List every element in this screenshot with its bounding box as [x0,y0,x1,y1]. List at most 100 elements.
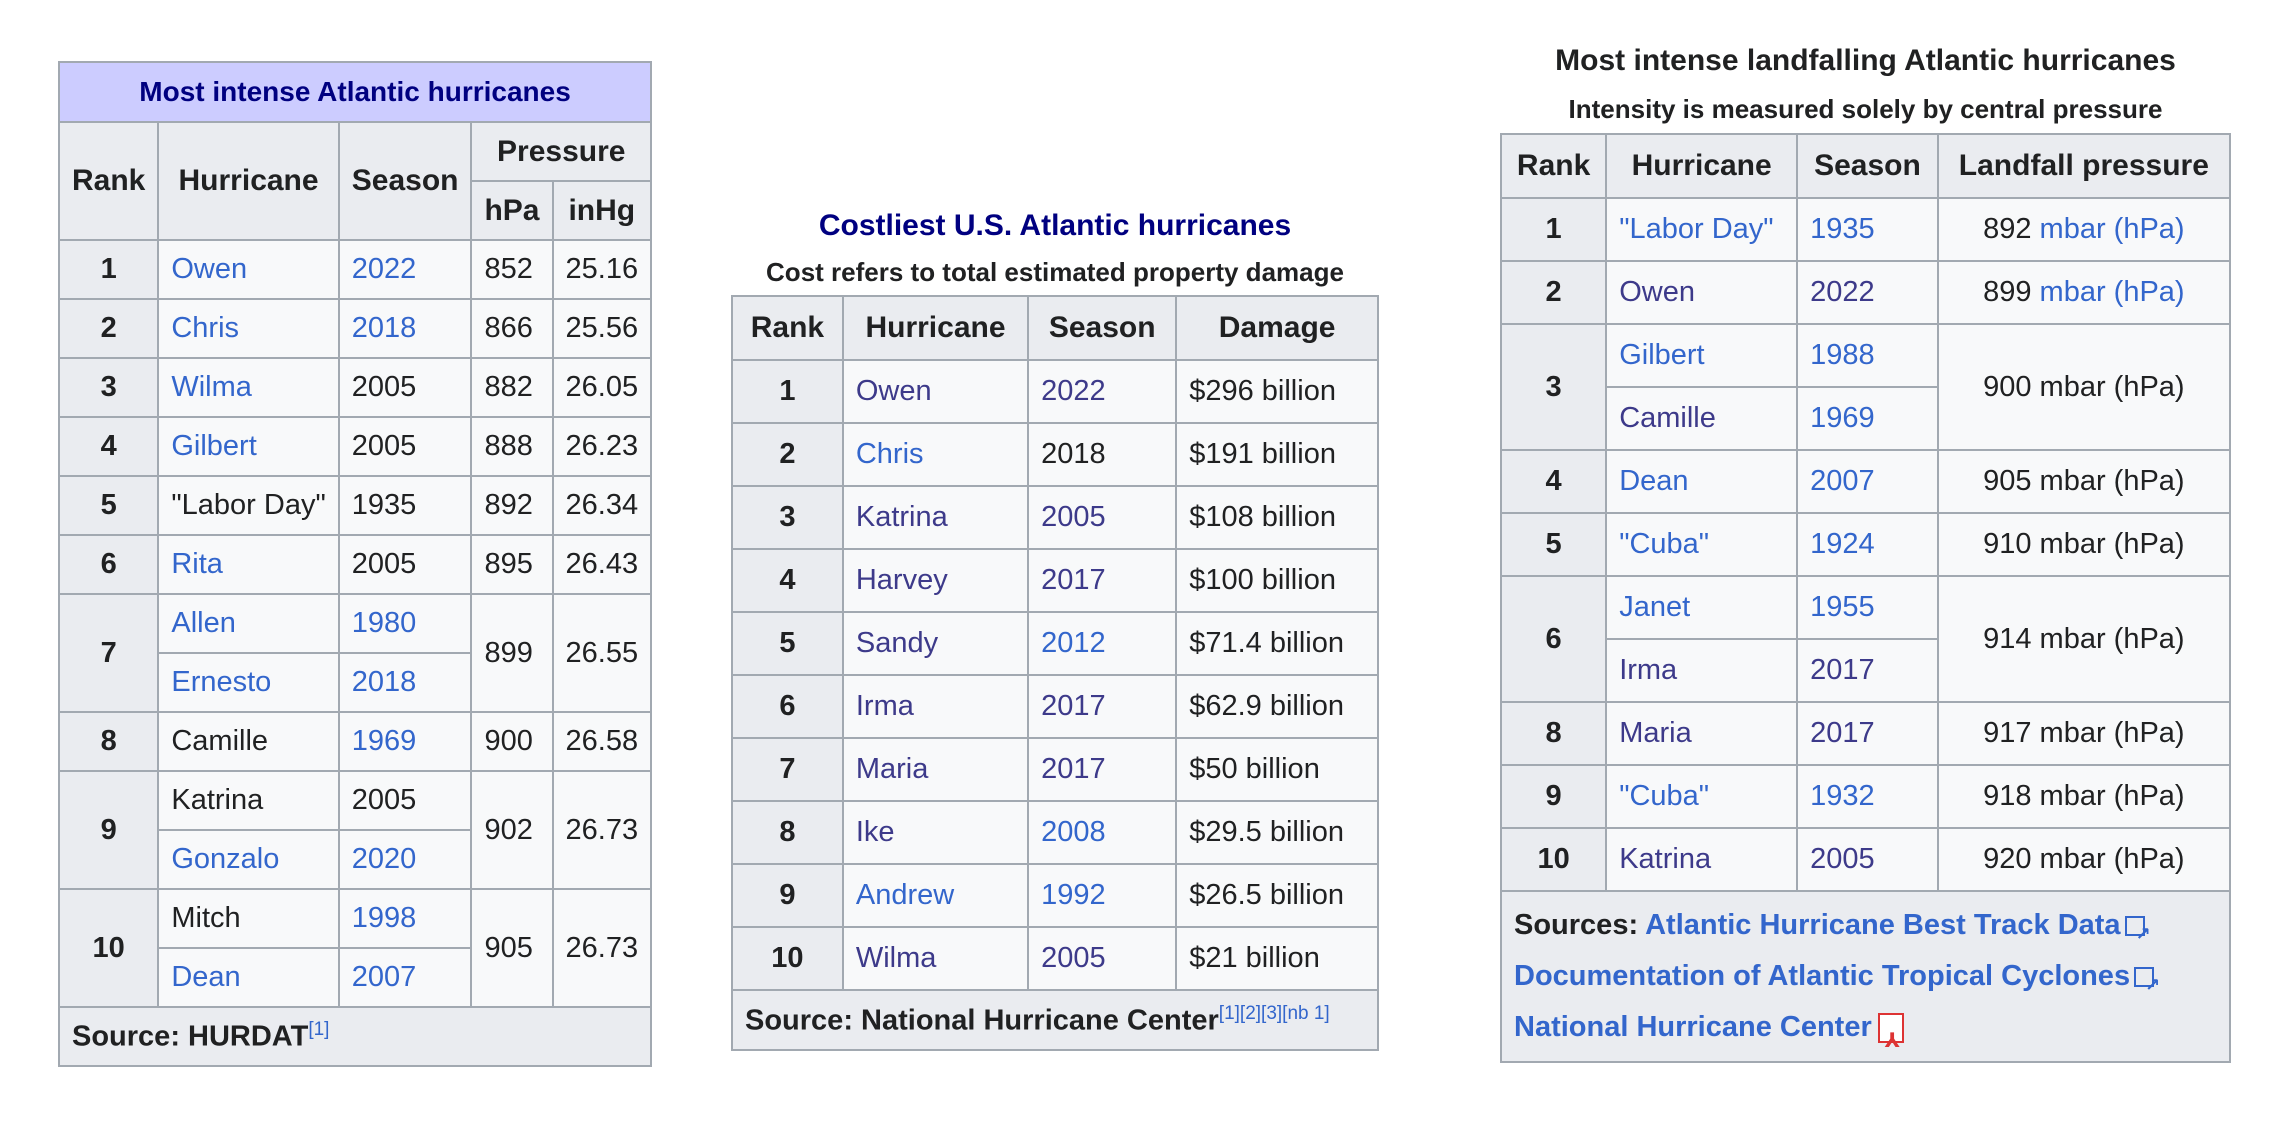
hurricane-name-link[interactable]: Mitch [171,902,241,934]
season-link[interactable]: 2022 [1041,375,1106,407]
season-link[interactable]: 2018 [351,666,417,698]
season-link[interactable]: 1955 [1810,591,1875,623]
hurricane-name-link[interactable]: Andrew [855,879,955,911]
hurricane-name-link[interactable]: Dean [1619,465,1689,497]
mbar-unit-link[interactable]: mbar [2039,213,2106,245]
inhg-cell: 26.73 [551,770,653,890]
season-link[interactable]: 2022 [351,253,417,285]
hurricane-name-link[interactable]: Gilbert [1619,339,1705,371]
hurricane-name-link[interactable]: Gilbert [171,430,257,462]
hpa-unit-link[interactable]: (hPa) [2113,528,2185,560]
season-link[interactable]: 1969 [351,725,417,757]
best-track-link[interactable]: Atlantic Hurricane Best Track Data [1645,909,2121,941]
hpa-unit-link[interactable]: (hPa) [2113,465,2185,497]
hurricane-name-link[interactable]: Harvey [855,564,948,596]
season-link[interactable]: 1992 [1041,879,1106,911]
mbar-unit-link[interactable]: mbar [2039,717,2106,749]
hurricane-name-link[interactable]: Ike [855,816,895,848]
season-cell: 2022 [1796,260,1939,325]
season-link[interactable]: 2005 [351,548,417,580]
table2-source-refs[interactable]: [1][2][3][nb 1] [1218,1002,1330,1024]
rank-cell: 10 [57,888,160,1008]
season-link[interactable]: 2012 [1041,627,1106,659]
season-link[interactable]: 1988 [1810,339,1875,371]
hurricane-name-link[interactable]: Katrina [855,501,948,533]
hurricane-name-link[interactable]: "Labor Day" [171,489,326,521]
season-link[interactable]: 1980 [351,607,417,639]
mbar-unit-link[interactable]: mbar [2039,370,2106,403]
hurricane-name-link[interactable]: Gonzalo [171,843,280,875]
inhg-cell: 26.73 [551,888,653,1008]
hurricane-name-link[interactable]: "Cuba" [1619,780,1710,812]
season-link[interactable]: 1924 [1810,528,1875,560]
pressure-value: 905 [1983,465,2032,497]
hpa-unit-link[interactable]: (hPa) [2113,780,2185,812]
season-link[interactable]: 2008 [1041,816,1106,848]
hurricane-name-link[interactable]: Ernesto [171,666,272,698]
hpa-unit-link[interactable]: (hPa) [2113,276,2185,308]
hurricane-name-link[interactable]: Dean [171,961,241,993]
season-link[interactable]: 2017 [1810,654,1875,686]
season-link[interactable]: 2005 [351,371,417,403]
hpa-unit-link[interactable]: (hPa) [2113,213,2185,245]
season-link[interactable]: 2018 [351,312,417,344]
hurricane-name-link[interactable]: Rita [171,548,223,580]
mbar-unit-link[interactable]: mbar [2039,780,2106,812]
mbar-unit-link[interactable]: mbar [2039,843,2106,875]
hurricane-name-link[interactable]: Chris [855,438,924,470]
hpa-unit-link[interactable]: (hPa) [2113,717,2185,749]
nhc-link[interactable]: National Hurricane Center [1514,1011,1872,1043]
season-cell: 2005 [1027,485,1178,550]
season-link[interactable]: 2005 [1041,942,1106,974]
hurricane-name-link[interactable]: "Labor Day" [1619,213,1774,245]
season-link[interactable]: 1935 [351,489,417,521]
table-row: 9 Katrina 2005 902 26.73 [57,770,653,890]
hurricane-name-link[interactable]: Maria [1619,717,1692,749]
mbar-unit-link[interactable]: mbar [2039,622,2106,655]
season-link[interactable]: 2017 [1810,717,1875,749]
season-link[interactable]: 2020 [351,843,417,875]
hurricane-name-link[interactable]: Allen [171,607,236,639]
hurricane-name-link[interactable]: Maria [855,753,929,785]
hpa-unit-link[interactable]: (hPa) [2113,843,2185,875]
season-link[interactable]: 2007 [351,961,417,993]
hurricane-name-link[interactable]: Sandy [855,627,939,659]
documentation-link[interactable]: Documentation of Atlantic Tropical Cyclo… [1514,960,2131,992]
hurricane-name-link[interactable]: Katrina [1619,843,1712,875]
hurricane-name-link[interactable]: Katrina [171,784,264,816]
mbar-unit-link[interactable]: mbar [2039,276,2106,308]
rank-cell: 1 [1499,197,1608,262]
mbar-unit-link[interactable]: mbar [2039,528,2106,560]
hurricane-name-link[interactable]: Camille [1619,402,1716,434]
hurricane-name-link[interactable]: Owen [855,375,932,407]
season-link[interactable]: 2017 [1041,690,1106,722]
hurricane-name-link[interactable]: Camille [171,725,269,757]
hurricane-name-link[interactable]: Irma [1619,654,1678,686]
season-link[interactable]: 2022 [1810,276,1875,308]
hurricane-name-link[interactable]: Wilma [171,371,252,403]
season-link[interactable]: 2005 [351,784,417,816]
season-link[interactable]: 1969 [1810,402,1875,434]
hurricane-name-link[interactable]: Irma [855,690,914,722]
hurricane-name-link[interactable]: Owen [171,253,248,285]
hurricane-name-link[interactable]: Chris [171,312,240,344]
season-link[interactable]: 2017 [1041,753,1106,785]
season-link[interactable]: 2005 [1810,843,1875,875]
hurricane-name-link[interactable]: Wilma [855,942,937,974]
season-link[interactable]: 2007 [1810,465,1875,497]
table-row: 1 Owen 2022 852 25.16 [57,239,653,300]
season-link[interactable]: 1998 [351,902,417,934]
season-link[interactable]: 2005 [351,430,417,462]
hurricane-name-link[interactable]: "Cuba" [1619,528,1710,560]
hurricane-name-link[interactable]: Janet [1619,591,1691,623]
season-link[interactable]: 2017 [1041,564,1106,596]
hpa-unit-link[interactable]: (hPa) [2113,622,2185,655]
hurricane-name-link[interactable]: Owen [1619,276,1695,308]
hpa-unit-link[interactable]: (hPa) [2113,370,2185,403]
mbar-unit-link[interactable]: mbar [2039,465,2106,497]
table1-source-ref[interactable]: [1] [308,1019,330,1041]
season-link[interactable]: 2018 [1041,438,1106,470]
season-link[interactable]: 1935 [1810,213,1875,245]
season-link[interactable]: 2005 [1041,501,1106,533]
season-link[interactable]: 1932 [1810,780,1875,812]
